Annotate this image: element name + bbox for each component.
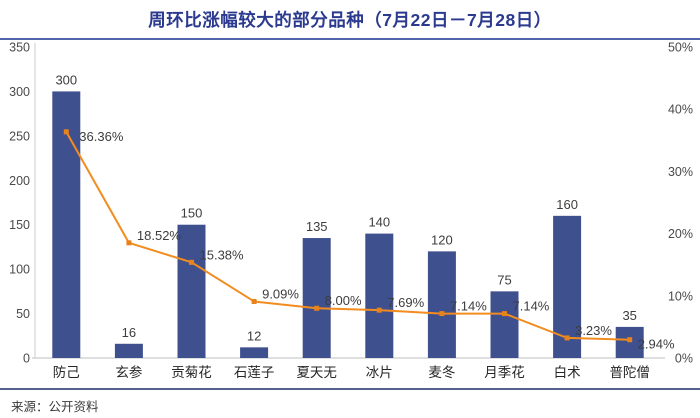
footer-divider-rule (0, 388, 700, 390)
right-axis-tick-label: 10% (668, 289, 693, 303)
line-point-label: 8.00% (325, 293, 362, 308)
line-point-label: 7.14% (513, 299, 550, 314)
left-axis-tick-label: 100 (9, 263, 30, 277)
bar (177, 224, 206, 358)
source-note: 来源：公开资料 (11, 400, 99, 414)
right-axis-tick-label: 20% (668, 227, 693, 241)
x-axis-category-label: 石莲子 (234, 365, 275, 380)
line-marker (63, 129, 69, 135)
bar (490, 291, 519, 358)
right-axis-tick-label: 50% (668, 41, 693, 55)
bar (302, 238, 331, 358)
bar (615, 326, 644, 358)
left-axis-tick-label: 300 (9, 85, 30, 99)
bar (240, 347, 269, 358)
x-axis-category-label: 防己 (53, 365, 80, 380)
bar-value-label: 140 (368, 215, 390, 230)
bar-value-label: 300 (55, 72, 77, 87)
left-axis-tick-label: 200 (9, 174, 30, 188)
bar-value-label: 120 (431, 232, 453, 247)
line-marker (439, 311, 445, 317)
x-axis-category-label: 普陀僧 (609, 365, 650, 380)
left-axis-tick-label: 150 (9, 218, 30, 232)
left-axis-tick-label: 0 (23, 352, 30, 366)
bar-value-label: 16 (122, 325, 136, 340)
line-point-label: 9.09% (262, 286, 299, 301)
line-point-label: 7.69% (387, 295, 424, 310)
left-axis-tick-label: 50 (16, 307, 30, 321)
line-point-label: 36.36% (79, 129, 124, 144)
x-axis-category-label: 白术 (554, 365, 581, 380)
bar (427, 251, 456, 358)
line-marker (564, 335, 570, 341)
bar (365, 233, 394, 358)
line-marker (376, 307, 382, 313)
line-point-label: 15.38% (200, 247, 245, 262)
line-marker (126, 240, 132, 246)
title-divider-rule (0, 38, 700, 40)
right-axis-tick-label: 0% (675, 352, 693, 366)
left-axis-tick-label: 350 (9, 41, 30, 55)
line-point-label: 3.23% (575, 323, 612, 338)
bar-value-label: 35 (622, 308, 636, 323)
line-marker (314, 305, 320, 311)
right-axis-tick-label: 30% (668, 165, 693, 179)
trend-line (65, 131, 630, 341)
line-marker (627, 337, 633, 343)
line-point-label: 2.94% (638, 337, 675, 352)
x-axis-category-label: 贡菊花 (171, 365, 212, 380)
bar-value-label: 75 (497, 272, 511, 287)
line-marker (189, 259, 194, 265)
bar-value-label: 12 (247, 328, 261, 343)
line-marker (502, 311, 507, 317)
bar-value-label: 135 (306, 219, 328, 234)
bar (114, 343, 143, 358)
x-axis-category-label: 麦冬 (428, 365, 455, 380)
left-axis-tick-label: 250 (9, 129, 30, 143)
x-axis-category-label: 玄参 (115, 364, 142, 380)
bar-value-label: 160 (556, 197, 578, 212)
line-point-label: 18.52% (137, 228, 182, 243)
chart-canvas: 0 50 100 150 200 250 300 350 0% 10% 20% 30% 40% 50% 30… (9, 41, 693, 381)
bar-value-label: 150 (181, 206, 203, 221)
x-axis-category-label: 冰片 (366, 365, 393, 380)
x-axis-category-label: 月季花 (484, 365, 525, 380)
right-axis-tick-label: 40% (668, 103, 693, 117)
x-axis-category-label: 夏天无 (296, 365, 337, 380)
line-marker (251, 298, 257, 304)
bar (52, 91, 81, 358)
line-point-label: 7.14% (450, 299, 487, 314)
chart-title: 周环比涨幅较大的部分品种（7月22日－7月28日） (148, 10, 552, 30)
